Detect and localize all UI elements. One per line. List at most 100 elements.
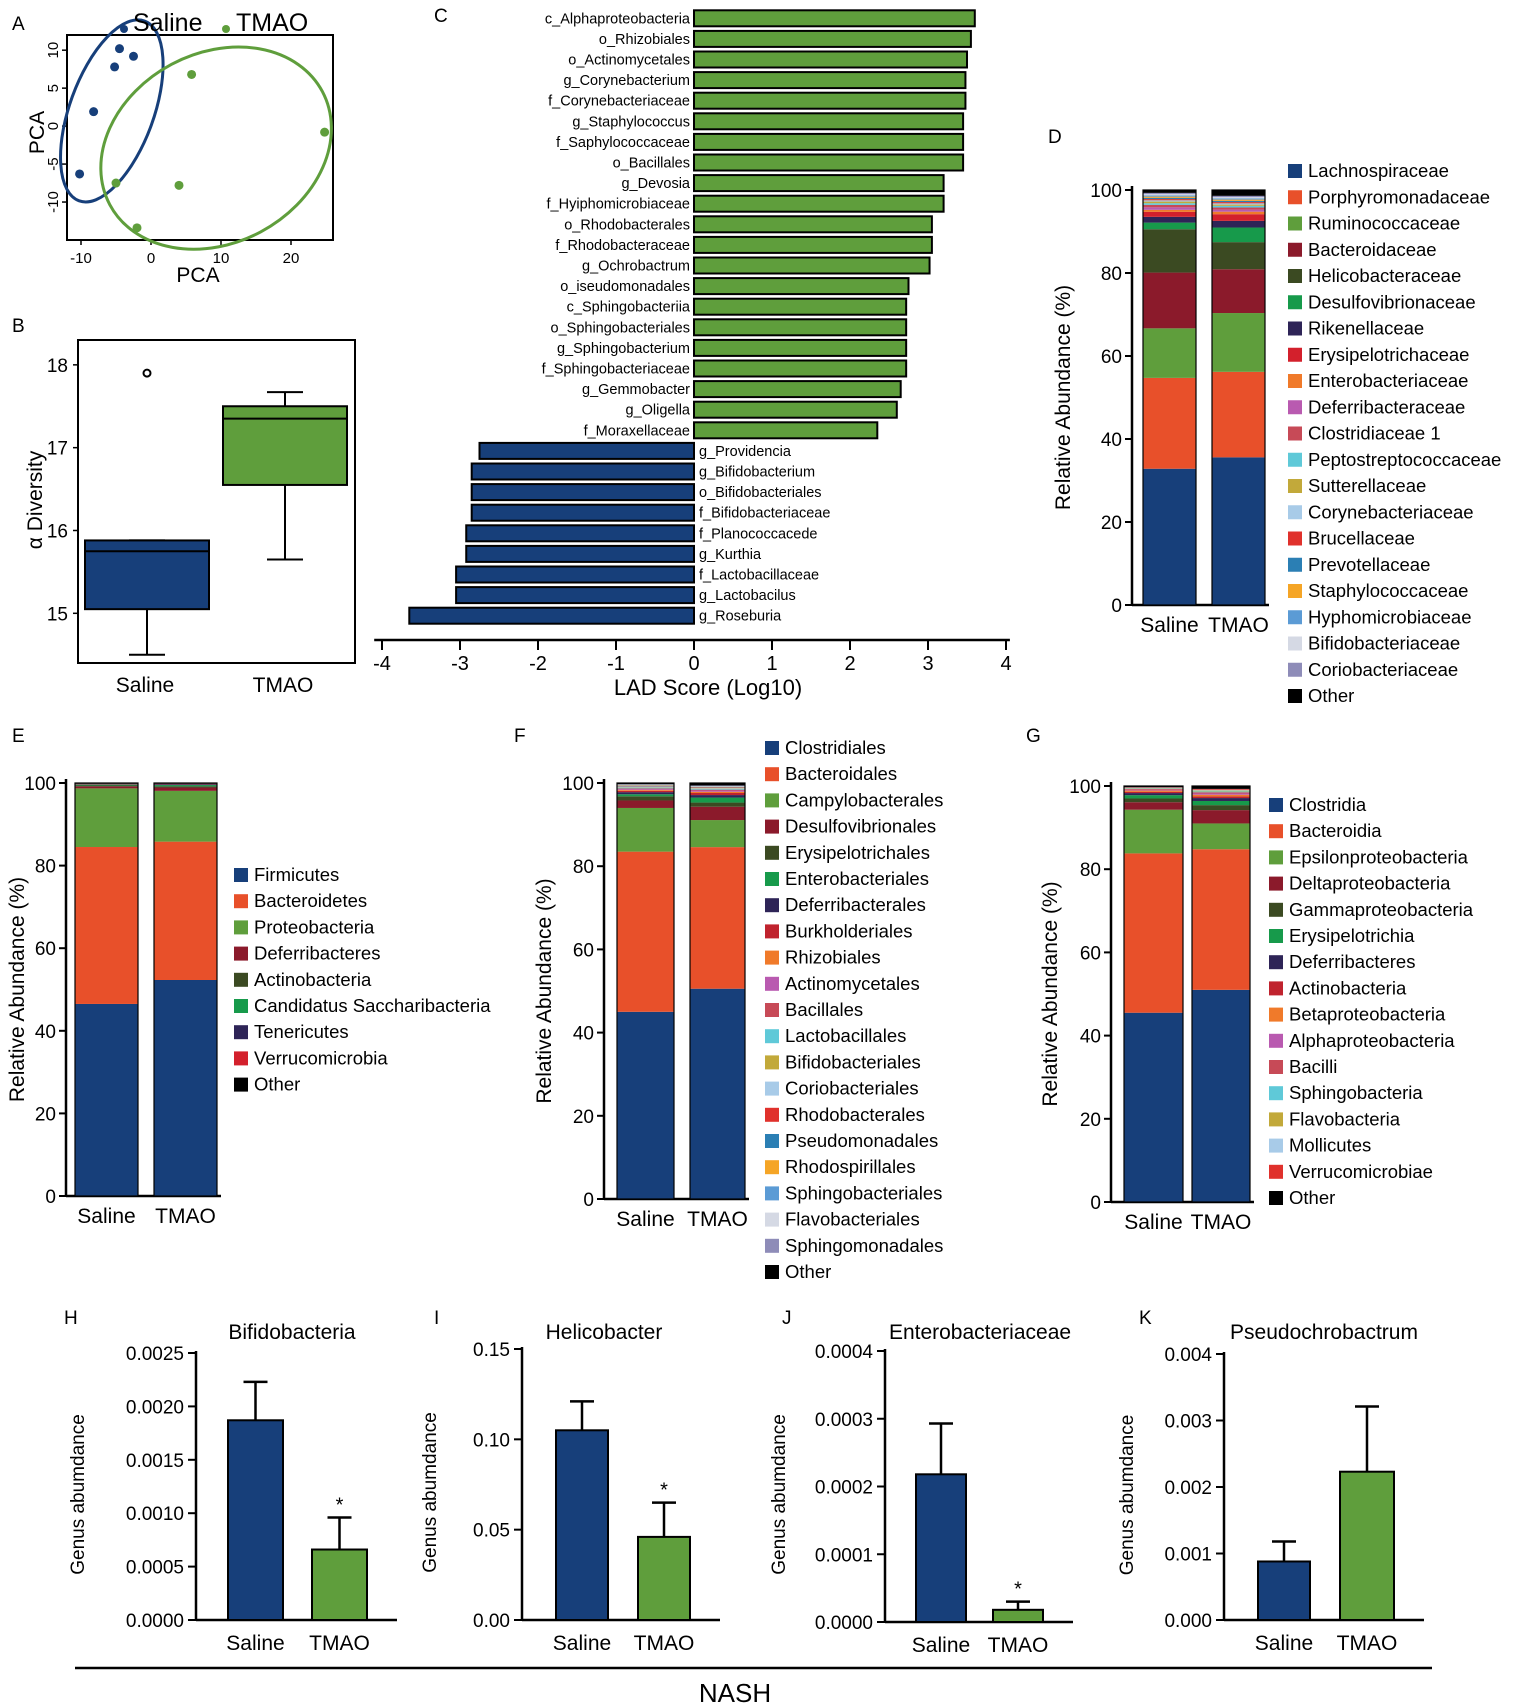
stack-bar-outline-d (1142, 189, 1197, 606)
lda-bar (455, 586, 695, 605)
stack-legend-swatch-g (1269, 1007, 1283, 1022)
lda-bar-label: g_Roseburia (699, 609, 782, 625)
stack-legend-label-d: Helicobacteraceae (1308, 265, 1461, 286)
stack-segment-clostridia (1124, 1012, 1183, 1202)
stack-legend-swatch-f (765, 898, 779, 913)
stack-segment-bacteroidia (1192, 849, 1250, 990)
stack-bar-outline-e (74, 782, 139, 1197)
stack-segment-tenericutes (154, 784, 217, 786)
panel-label-j: J (782, 1308, 792, 1329)
lda-bar (693, 400, 898, 419)
bar-title-h: Bifidobacteria (228, 1321, 356, 1344)
stack-segment-prevotellaceae (1212, 200, 1265, 203)
stack-x-label-e: Saline (77, 1205, 135, 1228)
lda-bar-label: o_Sphingobacteriales (551, 320, 690, 336)
stack-legend-swatch-e (234, 868, 248, 882)
stack-legend-swatch-f (765, 1029, 779, 1044)
stack-segment-actinomycetales (690, 790, 745, 792)
panel-label-k: K (1139, 1308, 1152, 1329)
pca-x-tick-label: 10 (213, 250, 230, 267)
stack-segment-rhizobiales (617, 790, 674, 791)
pca-legend-tmao: TMAO (236, 9, 308, 37)
stack-segment-mollicutes (1192, 789, 1250, 791)
stack-segment-bacteroidales (617, 851, 674, 1012)
stack-segment-actinobacteria (1124, 791, 1183, 794)
pca-legend-marker-tmao (222, 25, 230, 33)
bar-significance-star-h: * (336, 1494, 344, 1516)
stack-legend-swatch-f (765, 767, 779, 782)
bar-value-tmao-j (992, 1608, 1044, 1624)
stack-x-label-f: TMAO (687, 1208, 748, 1231)
lda-x-tick-label: -3 (451, 653, 469, 675)
bar-y-axis-label-k: Genus abumdance (1117, 1415, 1138, 1576)
stack-y-axis-label-d: Relative Abundance (%) (1052, 285, 1075, 510)
stack-segment-actinobacteria (75, 785, 138, 787)
stack-x-label-f: Saline (616, 1208, 674, 1231)
stack-legend-swatch-g (1269, 876, 1283, 891)
stack-segment-actinobacteria (154, 786, 217, 788)
lda-bar (455, 565, 695, 584)
panel-label-d: D (1048, 127, 1062, 148)
bar-y-tick-label-h: 0.0010 (126, 1504, 184, 1525)
lda-bar-label: g_Kurthia (699, 547, 762, 563)
stack-legend-swatch-f (765, 1238, 779, 1253)
stack-legend-swatch-f (765, 924, 779, 939)
stack-segment-other (1124, 786, 1183, 788)
stack-legend-swatch-g (1269, 1138, 1283, 1153)
stack-legend-label-g: Alphaproteobacteria (1289, 1030, 1455, 1051)
stack-y-tick-label-d: 40 (1101, 430, 1122, 451)
stack-legend-swatch-d (1288, 164, 1302, 178)
stack-legend-swatch-d (1288, 190, 1302, 205)
stack-legend-swatch-d (1288, 347, 1302, 362)
stack-bar-outline-e (153, 782, 218, 1197)
stack-legend-swatch-f (765, 1081, 779, 1096)
stack-segment-desulfovibrionaceae (1212, 227, 1265, 243)
lda-bar (693, 297, 908, 316)
bar-y-tick-label-k: 0.000 (1164, 1611, 1212, 1632)
stack-y-tick-label-e: 20 (35, 1104, 56, 1125)
stack-legend-swatch-g (1269, 981, 1283, 996)
stack-segment-erysipelotrichia (1124, 795, 1183, 799)
lda-bar (693, 29, 972, 48)
stack-legend-label-g: Epsilonproteobacteria (1289, 846, 1469, 867)
stack-segment-desulfovibrionales (690, 806, 745, 821)
stack-y-axis-label-f: Relative Abundance (%) (533, 878, 556, 1103)
stack-segment-clostridiaceae-1 (1212, 207, 1265, 210)
stack-legend-label-g: Bacteroidia (1289, 820, 1382, 841)
bar-value-tmao-h (311, 1548, 368, 1621)
stack-segment-lachnospiraceae (1143, 468, 1196, 605)
stack-legend-swatch-d (1288, 584, 1302, 598)
lda-bar (693, 359, 908, 378)
lda-bar-label: f_Corynebacteriaceae (548, 94, 690, 110)
stack-segment-deferribacteraceae (1212, 209, 1265, 212)
stack-x-label-d: Saline (1140, 614, 1198, 637)
lda-bar (693, 318, 908, 337)
stack-legend-label-f: Enterobacteriales (785, 868, 929, 889)
lda-bar (693, 421, 879, 440)
pca-x-tick-label: 20 (283, 250, 300, 267)
stack-bar-outline-g (1123, 785, 1184, 1203)
diversity-y-tick-label: 15 (47, 604, 68, 625)
stack-legend-label-d: Sutterellaceae (1308, 475, 1426, 496)
stack-segment-proteobacteria (75, 788, 138, 848)
stack-legend-label-d: Ruminococcaceae (1308, 213, 1460, 234)
stack-segment-bacteroidetes (154, 841, 217, 981)
stack-segment-other (690, 783, 745, 786)
stack-segment-rikenellaceae (1143, 216, 1196, 223)
stack-legend-swatch-e (234, 894, 248, 909)
stack-segment-brucellaceae (1212, 202, 1265, 204)
lda-bar (693, 112, 965, 131)
stack-segment-firmicutes (75, 1003, 138, 1196)
stack-legend-swatch-d (1288, 321, 1302, 336)
stack-y-tick-label-g: 80 (1080, 860, 1101, 881)
stack-y-tick-label-d: 20 (1101, 513, 1122, 534)
stack-y-axis-label-g: Relative Abundance (%) (1039, 881, 1062, 1106)
pca-group-ellipse-tmao (99, 45, 333, 251)
stack-legend-label-f: Actinomycetales (785, 973, 920, 994)
stack-segment-deferribacteres (154, 787, 217, 791)
stack-legend-label-g: Other (1289, 1187, 1335, 1208)
bar-y-tick-label-i: 0.05 (473, 1521, 510, 1542)
stack-legend-swatch-d (1288, 505, 1302, 520)
pca-y-tick-label: -5 (45, 157, 62, 170)
lda-bar-label: g_Ochrobactrum (582, 259, 690, 275)
